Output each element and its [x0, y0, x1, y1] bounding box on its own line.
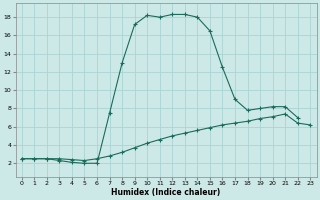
X-axis label: Humidex (Indice chaleur): Humidex (Indice chaleur) [111, 188, 221, 197]
